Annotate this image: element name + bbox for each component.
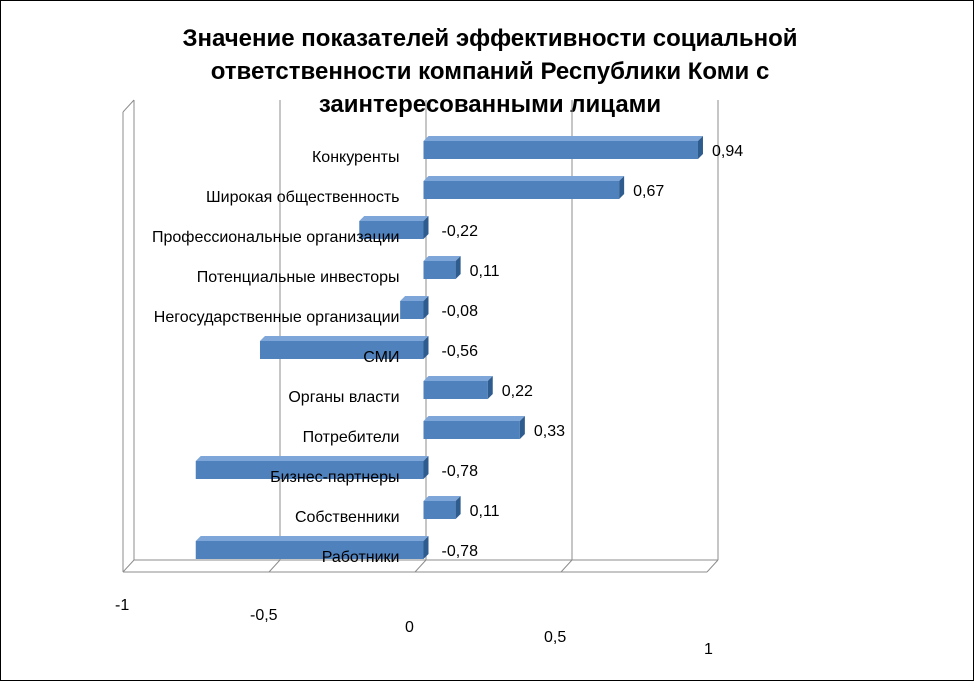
category-label: Профессиональные организации xyxy=(152,229,400,246)
floor-gridline xyxy=(268,559,281,573)
value-label: 0,33 xyxy=(534,423,565,440)
value-label: 0,94 xyxy=(712,143,743,160)
bar-side xyxy=(423,456,429,479)
bar xyxy=(423,496,461,519)
value-label: 0,11 xyxy=(470,263,500,280)
bar-side xyxy=(423,336,429,359)
category-label: Негосударственные организации xyxy=(154,309,400,326)
bar xyxy=(423,136,703,159)
category-label: СМИ xyxy=(363,349,399,366)
bars xyxy=(195,136,703,559)
side-wall-edge xyxy=(122,99,135,113)
bar-front xyxy=(423,261,456,279)
category-label: Конкуренты xyxy=(312,149,400,166)
bar xyxy=(400,296,429,319)
bar-side xyxy=(455,496,461,519)
bar-side xyxy=(423,536,429,559)
bar-front xyxy=(423,421,520,439)
category-label: Потребители xyxy=(303,429,400,446)
bar-front xyxy=(423,381,488,399)
bar-top xyxy=(359,216,429,221)
x-tick-label: -0,5 xyxy=(250,607,278,624)
bar xyxy=(423,376,493,399)
bar-front xyxy=(423,181,620,199)
x-tick-label: -1 xyxy=(115,597,129,614)
bar-top xyxy=(423,176,625,181)
category-label: Потенциальные инвесторы xyxy=(197,269,400,286)
bar-side xyxy=(423,216,429,239)
bar-side xyxy=(519,416,525,439)
bar-top xyxy=(423,416,525,421)
bar xyxy=(195,456,429,479)
value-label: -0,56 xyxy=(442,343,479,360)
bar-front xyxy=(423,141,698,159)
category-label: Собственники xyxy=(295,509,400,526)
bar-top xyxy=(400,296,429,301)
category-label: Широкая общественность xyxy=(206,189,399,206)
value-label: -0,78 xyxy=(442,463,479,480)
floor-gridline xyxy=(560,559,573,573)
bar-front xyxy=(195,541,424,559)
bar xyxy=(423,416,525,439)
value-label: -0,22 xyxy=(442,223,479,240)
bar-side xyxy=(487,376,493,399)
value-label: -0,08 xyxy=(442,303,479,320)
bar-side xyxy=(697,136,703,159)
bar-top xyxy=(423,376,493,381)
floor-gridline xyxy=(706,559,719,573)
bar-top xyxy=(423,136,703,141)
bar xyxy=(259,336,429,359)
bar xyxy=(423,256,461,279)
bar-side xyxy=(455,256,461,279)
bar-top xyxy=(259,336,429,341)
bar-top xyxy=(423,496,461,501)
bar-front xyxy=(423,501,456,519)
bar-top xyxy=(195,536,429,541)
category-label: Работники xyxy=(322,549,400,566)
category-label: Бизнес-партнеры xyxy=(270,469,399,486)
x-tick-label: 0,5 xyxy=(544,629,566,646)
bar xyxy=(195,536,429,559)
x-tick-label: 0 xyxy=(405,619,414,636)
x-tick-label: 1 xyxy=(704,641,713,658)
bar-top xyxy=(195,456,429,461)
bar-front xyxy=(359,221,424,239)
bar-front xyxy=(195,461,424,479)
bar-top xyxy=(423,256,461,261)
chart-title: Значение показателей эффективности социа… xyxy=(182,25,798,118)
value-label: 0,67 xyxy=(633,183,664,200)
floor-gridline xyxy=(414,559,427,573)
bar-side xyxy=(423,296,429,319)
bar xyxy=(423,176,625,199)
value-label: 0,22 xyxy=(502,383,533,400)
bar-front xyxy=(400,301,424,319)
category-label: Органы власти xyxy=(288,389,399,406)
value-label: -0,78 xyxy=(442,543,479,560)
bar-front xyxy=(259,341,424,359)
floor-gridline xyxy=(122,559,135,573)
value-label: 0,11 xyxy=(470,503,500,520)
bar xyxy=(359,216,429,239)
bar-side xyxy=(619,176,625,199)
